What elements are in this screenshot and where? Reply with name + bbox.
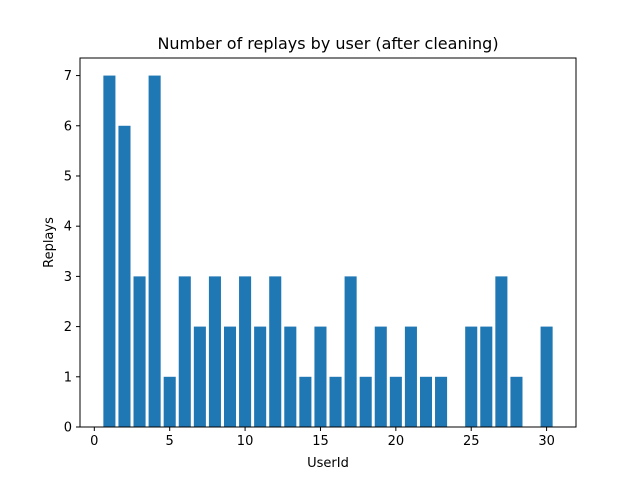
bars-group <box>103 75 553 428</box>
bar-user-18 <box>359 376 372 427</box>
bar-user-27 <box>495 276 508 427</box>
bar-user-22 <box>419 376 433 427</box>
bar-user-11 <box>254 326 267 427</box>
bar-user-2 <box>118 125 131 427</box>
bar-user-13 <box>284 326 297 427</box>
bar-user-19 <box>374 326 387 427</box>
bar-user-17 <box>344 276 357 427</box>
bar-user-16 <box>329 376 342 427</box>
x-tick-label: 5 <box>166 434 174 449</box>
bar-user-12 <box>269 276 282 427</box>
y-tick-label: 2 <box>64 320 72 335</box>
y-tick-label: 1 <box>64 370 72 385</box>
bar-user-8 <box>208 276 221 427</box>
x-axis-label: UserId <box>307 456 349 471</box>
y-tick-label: 6 <box>64 119 72 134</box>
bar-user-9 <box>223 326 237 427</box>
bar-user-1 <box>103 75 116 428</box>
x-tick-label: 15 <box>312 434 329 449</box>
y-axis-label: Replays <box>42 217 57 268</box>
bar-user-5 <box>163 376 176 427</box>
bar-user-28 <box>510 376 523 427</box>
y-ticks-group: 0 1 2 3 4 5 6 7 <box>64 69 80 436</box>
y-tick-label: 5 <box>64 169 72 184</box>
y-tick-label: 7 <box>64 69 72 84</box>
x-tick-label: 30 <box>538 434 555 449</box>
plot-frame <box>79 57 577 428</box>
bar-user-4 <box>148 75 161 428</box>
bar-user-25 <box>465 326 478 427</box>
bar-user-20 <box>389 376 402 427</box>
bar-user-23 <box>435 376 448 427</box>
bar-user-3 <box>133 276 146 427</box>
bar-user-14 <box>299 376 312 427</box>
bar-user-7 <box>193 326 206 427</box>
bar-user-30 <box>540 326 553 427</box>
y-tick-label: 4 <box>64 220 72 235</box>
y-tick-label: 3 <box>64 270 72 285</box>
x-tick-label: 10 <box>237 434 254 449</box>
x-tick-label: 0 <box>90 434 98 449</box>
bar-user-21 <box>404 326 417 427</box>
y-tick-label: 0 <box>64 421 72 436</box>
bar-user-15 <box>314 326 327 427</box>
bar-user-26 <box>480 326 493 427</box>
x-tick-label: 25 <box>463 434 480 449</box>
x-tick-label: 20 <box>388 434 405 449</box>
chart-title: Number of replays by user (after cleanin… <box>157 34 498 53</box>
bar-user-10 <box>239 276 252 427</box>
bar-user-6 <box>178 276 191 427</box>
x-ticks-group: 0 5 10 15 20 25 30 <box>90 427 555 449</box>
